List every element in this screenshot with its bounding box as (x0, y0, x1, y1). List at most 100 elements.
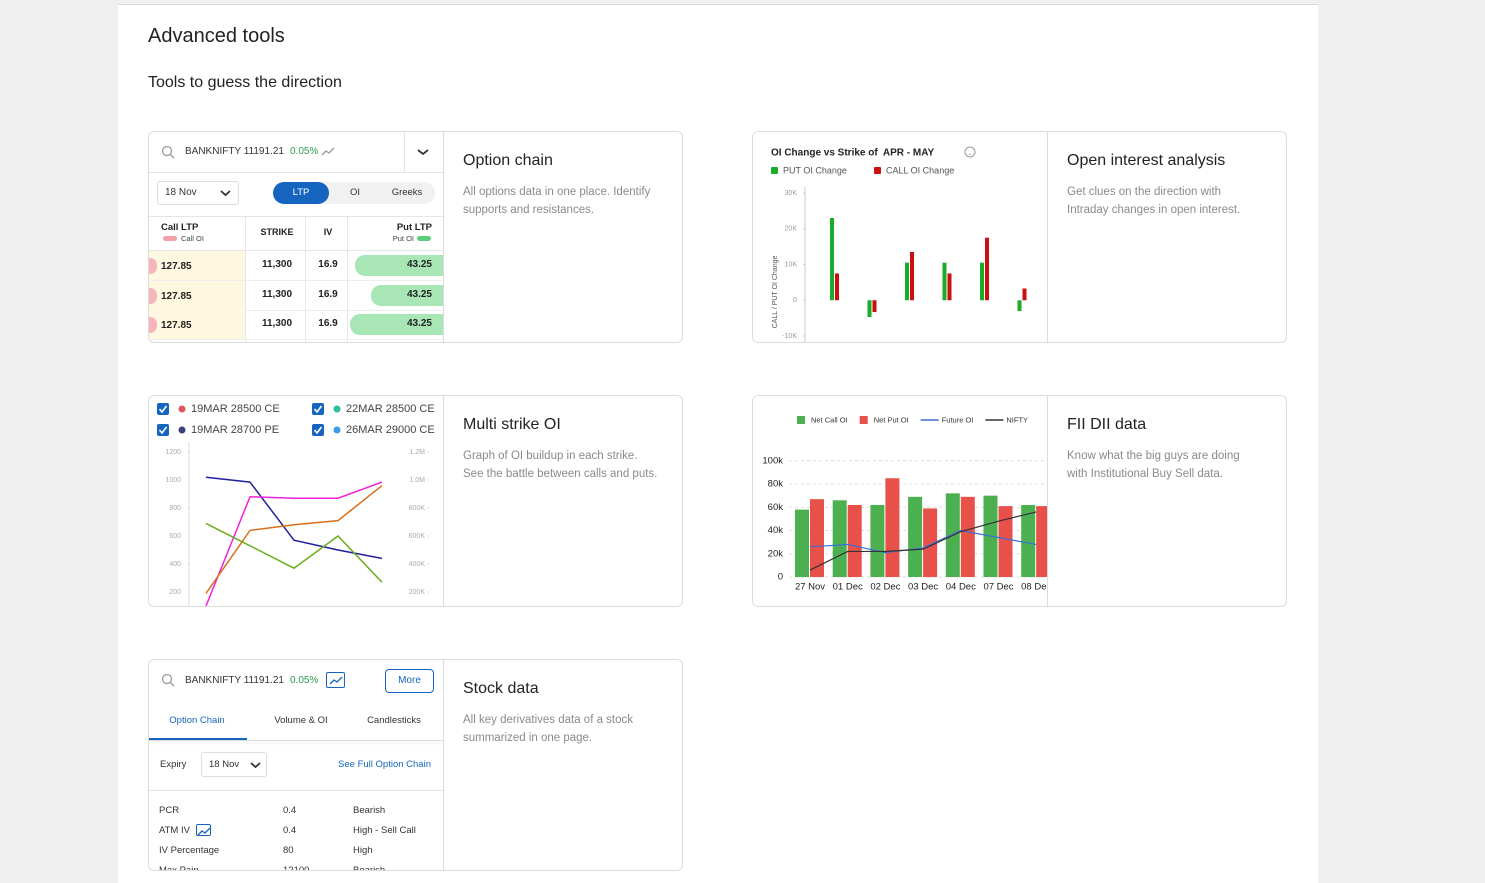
chart: OI Change vs Strike of APR - MAY PUT OI C… (771, 146, 1027, 342)
header-call-ltp: Call LTP (161, 222, 199, 233)
y2-tick-label: 1.0M (409, 477, 425, 484)
metric-status: Bearish (353, 805, 386, 816)
header-call-oi: Call OI (181, 234, 204, 243)
metric-label: IV Percentage (159, 845, 220, 856)
y2-tick-label: 800K (409, 505, 426, 512)
expiry: 18 Nov (165, 187, 197, 198)
expiry-dropdown[interactable]: 18 Nov (157, 181, 239, 205)
row-border (149, 280, 443, 281)
checkmark (158, 426, 168, 435)
metric-value: 0.4 (283, 825, 297, 836)
tab[interactable]: Option Chain (169, 715, 225, 726)
legend-label: 22MAR 28500 CE (346, 403, 435, 415)
legend-label: 19MAR 28700 PE (191, 424, 279, 436)
tool-card[interactable]: Net Call OI Net Put OI Future OI NIFTY 0 20k 4… (752, 395, 1287, 607)
iv: 16.9 (318, 318, 338, 329)
iv: 16.9 (318, 259, 338, 270)
y2-tick-label: 1.2M (409, 449, 425, 456)
tab[interactable]: Volume & OI (274, 715, 328, 726)
card-preview: BANKNIFTY 11191.21 0.05% 18 Nov LTP OI Greeks… (149, 132, 444, 342)
y-tick-label: 1000 (165, 477, 181, 484)
tool-card[interactable]: 19MAR 28500 CE 22MAR 28500 CE 19MAR 28700 … (148, 395, 683, 607)
column-divider (305, 217, 306, 342)
put-ltp: 43.25 (406, 318, 432, 329)
y-tick-label: 600 (169, 533, 181, 540)
put-oi-bar (417, 236, 431, 241)
chart: Net Call OI Net Put OI Future OI NIFTY 0 20k 4… (762, 415, 1047, 593)
trend-shape (329, 676, 343, 685)
full-chain-link[interactable]: See Full Option Chain (338, 759, 431, 770)
y-tick-label: 40k (768, 525, 784, 536)
column-divider (347, 217, 348, 342)
legend-dot (178, 426, 186, 434)
y-tick-label: 0 (778, 572, 783, 583)
bar (885, 478, 900, 577)
legend-label: 19MAR 28500 CE (191, 403, 280, 415)
call-oi-bar (163, 236, 177, 241)
tab[interactable]: Greeks (391, 187, 423, 198)
y-tick-label: -10K (782, 333, 797, 340)
legend-checkbox[interactable] (157, 403, 169, 415)
change: 0.05% (290, 675, 319, 686)
bar (847, 504, 862, 577)
x-tick-label: 02 Dec (870, 582, 900, 593)
tool-card[interactable]: OI Change vs Strike of APR - MAY PUT OI C… (752, 131, 1287, 343)
y2-tick-label: 200K (409, 589, 426, 596)
legend-swatch (771, 167, 778, 174)
y-tick-label: 1200 (165, 449, 181, 456)
y-axis-label: CALL / PUT OI Change (772, 256, 779, 329)
bar (795, 509, 809, 577)
trend-button[interactable] (326, 672, 345, 688)
header-strike: STRIKE (260, 227, 294, 237)
line-series (205, 522, 383, 583)
metric-status: Bearish (353, 865, 386, 871)
call-oi-marker (149, 317, 157, 333)
bar (867, 300, 872, 318)
card-description: Know what the big guys are doing with In… (1067, 450, 1240, 480)
y-tick-label: 800 (169, 505, 181, 512)
card-title: Multi strike OI (463, 416, 561, 433)
tool-card[interactable]: BANKNIFTY 11191.21 0.05% More Option Chain V… (148, 659, 683, 871)
legend-dot (178, 405, 186, 413)
bar (810, 499, 824, 577)
trend-shape (197, 827, 211, 836)
card-title: Option chain (463, 152, 553, 169)
bar (832, 500, 847, 577)
legend-label: PUT OI Change (783, 165, 847, 175)
call-oi-marker (149, 287, 157, 304)
expiry-dropdown[interactable]: 18 Nov (201, 752, 267, 777)
bar (998, 506, 1013, 577)
tab-underline (149, 738, 247, 740)
metric-label: Max Pain (159, 865, 199, 871)
call-cell (149, 310, 245, 339)
card-description: All key derivatives data of a stock summ… (463, 714, 634, 744)
card-preview: 19MAR 28500 CE 22MAR 28500 CE 19MAR 28700 … (149, 396, 444, 606)
tab[interactable]: Candlesticks (367, 715, 421, 726)
legend-checkbox[interactable] (312, 424, 324, 436)
tab[interactable]: OI (349, 187, 361, 198)
card-description: Graph of OI buildup in each strike. See … (463, 450, 658, 480)
help-icon (964, 146, 976, 158)
help-dot (969, 153, 971, 156)
bar (985, 237, 989, 301)
strike: 11,300 (261, 259, 293, 270)
bar (870, 504, 885, 577)
legend-checkbox[interactable] (157, 424, 169, 436)
chart: 19MAR 28500 CE 22MAR 28500 CE 19MAR 28700 … (157, 403, 435, 606)
tab[interactable]: LTP (292, 187, 310, 198)
tool-card[interactable]: BANKNIFTY 11191.21 0.05% 18 Nov LTP OI Greeks… (148, 131, 683, 343)
section-title: Advanced tools (148, 25, 285, 47)
y-tick-label: 30K (785, 190, 798, 197)
put-oi-pill (355, 255, 443, 276)
card-title: Stock data (463, 680, 539, 697)
column-divider (245, 217, 246, 342)
iv: 16.9 (318, 288, 338, 300)
metric-status: High - Sell Call (353, 825, 416, 836)
bar (923, 508, 938, 577)
legend-label: CALL OI Change (886, 165, 954, 175)
legend-checkbox[interactable] (312, 403, 324, 415)
chevron-shape (220, 190, 231, 197)
more-button[interactable]: More (385, 669, 434, 693)
legend-dot (333, 426, 341, 434)
tab-selected-pill (273, 182, 329, 204)
